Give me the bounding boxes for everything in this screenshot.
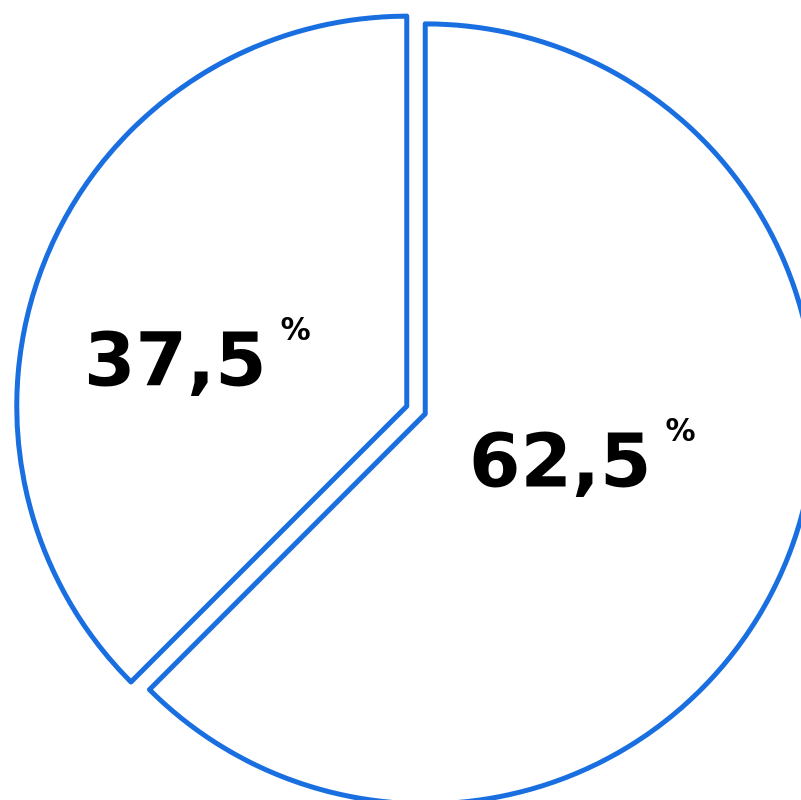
pie-slice <box>146 21 801 800</box>
slice-value-text: 62,5 <box>469 418 652 504</box>
slice-unit-text: % <box>281 313 311 348</box>
slice-value-label: 37,5% <box>84 313 311 404</box>
slice-unit-text: % <box>666 413 696 448</box>
pie-labels: 62,5 %37,5% <box>84 313 696 505</box>
slice-value-label: 62,5% <box>469 413 696 504</box>
pie-slice <box>14 13 410 685</box>
pie-slices <box>14 13 801 800</box>
slice-value-text: 37,5 <box>84 318 267 404</box>
